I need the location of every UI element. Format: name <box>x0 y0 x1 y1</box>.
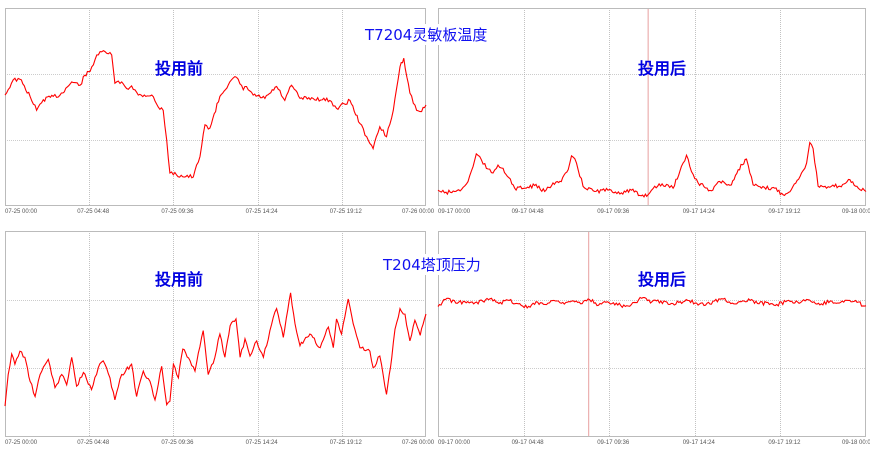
x-tick-label: 07-25 19:12 <box>329 209 362 215</box>
x-tick-label: 07-25 09:36 <box>161 440 194 446</box>
annotation-before-top: 投用前 <box>155 59 204 78</box>
series-line <box>437 141 867 198</box>
annotation-after-bottom: 投用后 <box>638 270 687 289</box>
series-line <box>4 49 427 179</box>
plot-frame <box>438 8 866 206</box>
x-tick-label: 07-25 04:48 <box>77 209 110 215</box>
chart-top-left: 07-25 00:00 07-25 04:48 07-25 09:36 07-25 1… <box>4 8 434 215</box>
series-line <box>437 296 867 309</box>
series-line <box>4 292 427 407</box>
plot-frame <box>5 231 426 437</box>
plot-area <box>4 231 427 437</box>
chart-title-temperature: T7204灵敏板温度 <box>363 24 490 45</box>
x-tick-label: 09-17 09:36 <box>597 440 630 446</box>
x-tick-label: 07-25 09:36 <box>161 209 194 215</box>
x-tick-label: 09-18 00:00 <box>842 440 870 446</box>
chart-top-right: 09-17 00:00 09-17 04:48 09-17 09:36 09-17 1… <box>437 8 870 215</box>
annotation-after-top: 投用后 <box>638 59 687 78</box>
annotation-before-bottom: 投用前 <box>155 270 204 289</box>
plot-area <box>437 231 867 437</box>
chart-bottom-left: 07-25 00:00 07-25 04:48 07-25 09:36 07-25 1… <box>4 231 434 446</box>
x-tick-label: 09-17 04:48 <box>511 209 544 215</box>
x-tick-label: 07-26 00:00 <box>402 209 435 215</box>
x-tick-label: 07-26 00:00 <box>402 440 435 446</box>
x-tick-label: 09-17 09:36 <box>597 209 630 215</box>
plot-frame <box>5 8 426 206</box>
plot-area <box>437 8 867 206</box>
x-tick-label: 07-25 14:24 <box>245 209 278 215</box>
x-tick-label: 07-25 00:00 <box>5 209 38 215</box>
x-tick-label: 09-17 19:12 <box>768 440 801 446</box>
chart-bottom-right: 09-17 00:00 09-17 04:48 09-17 09:36 09-17 1… <box>437 231 870 446</box>
x-tick-label: 09-17 14:24 <box>682 209 715 215</box>
x-tick-label: 09-17 14:24 <box>682 440 715 446</box>
x-tick-label: 07-25 14:24 <box>245 440 278 446</box>
chart-title-pressure: T204塔顶压力 <box>381 254 483 275</box>
x-tick-label: 09-17 00:00 <box>438 209 471 215</box>
x-tick-label: 09-18 00:00 <box>842 209 870 215</box>
plot-area <box>4 8 427 206</box>
x-tick-label: 09-17 04:48 <box>511 440 544 446</box>
x-tick-label: 07-25 04:48 <box>77 440 110 446</box>
x-tick-label: 09-17 19:12 <box>768 209 801 215</box>
x-tick-label: 07-25 00:00 <box>5 440 38 446</box>
plot-frame <box>438 231 866 437</box>
x-tick-label: 09-17 00:00 <box>438 440 471 446</box>
x-tick-label: 07-25 19:12 <box>329 440 362 446</box>
